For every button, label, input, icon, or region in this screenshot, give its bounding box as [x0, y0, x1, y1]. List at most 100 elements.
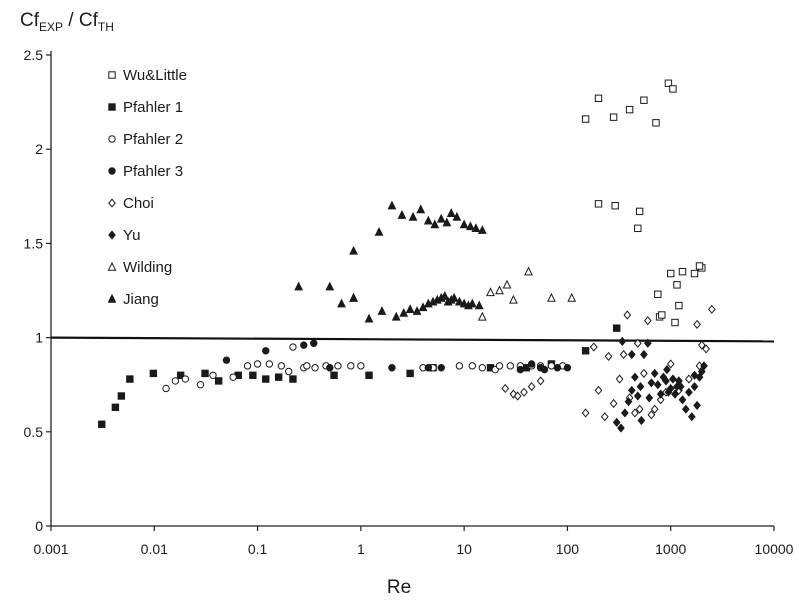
- data-point: [516, 365, 525, 374]
- data-point: [627, 349, 636, 360]
- data-point: [643, 316, 652, 326]
- data-point: [303, 362, 311, 370]
- data-point: [399, 307, 409, 317]
- data-point: [663, 365, 671, 375]
- data-point: [440, 291, 450, 300]
- data-point: [631, 408, 639, 418]
- x-tick-label: 10: [456, 541, 472, 557]
- data-point: [466, 221, 475, 231]
- data-point: [455, 296, 464, 306]
- legend-label: Wilding: [123, 259, 172, 276]
- data-point: [687, 412, 696, 422]
- data-point: [671, 318, 679, 327]
- data-point: [374, 226, 384, 236]
- series-pfahler-3: [222, 339, 572, 374]
- data-point: [468, 362, 477, 370]
- data-point: [594, 385, 603, 395]
- data-point: [423, 215, 433, 225]
- data-point: [406, 369, 414, 378]
- data-point: [635, 404, 644, 414]
- legend-marker: [108, 135, 116, 143]
- data-point: [581, 347, 590, 355]
- data-point: [98, 420, 106, 428]
- data-point: [547, 362, 556, 370]
- data-point: [509, 389, 518, 399]
- data-point: [618, 336, 627, 346]
- data-point: [377, 306, 387, 315]
- data-point: [459, 219, 469, 229]
- data-point: [640, 96, 648, 104]
- data-point: [477, 311, 487, 321]
- x-tick-label: 0.001: [33, 541, 68, 557]
- data-point: [700, 361, 708, 371]
- data-point: [650, 368, 659, 378]
- legend-item: Pfahler 3: [108, 163, 183, 180]
- data-point: [365, 371, 373, 379]
- data-point: [666, 383, 675, 394]
- data-point: [609, 398, 618, 409]
- data-point: [695, 262, 704, 270]
- data-point: [625, 105, 634, 114]
- series-pfahler-2: [162, 343, 567, 393]
- data-point: [702, 344, 710, 354]
- y-title-main: Cf: [20, 10, 39, 31]
- data-point: [222, 356, 231, 364]
- data-point: [416, 204, 426, 214]
- data-point: [262, 375, 270, 383]
- data-point: [326, 364, 334, 372]
- data-point: [171, 377, 180, 385]
- data-point: [349, 292, 358, 302]
- legend-item: Wu&Little: [108, 67, 187, 84]
- data-point: [647, 378, 656, 388]
- data-point: [277, 362, 286, 370]
- data-point: [650, 404, 659, 414]
- data-point: [581, 408, 590, 418]
- data-point: [527, 382, 536, 392]
- data-point: [229, 373, 237, 381]
- data-point: [636, 382, 645, 392]
- data-point: [357, 362, 365, 370]
- data-point: [653, 380, 662, 390]
- data-point: [652, 119, 660, 127]
- legend-label: Pfahler 3: [123, 163, 183, 180]
- data-point: [645, 393, 654, 403]
- legend-label: Pfahler 1: [123, 99, 183, 116]
- data-point: [594, 94, 603, 103]
- legend-marker: [108, 198, 116, 208]
- y-tick-label: 1.5: [24, 235, 44, 251]
- axes: 0 0.5 1 1.5 2 2.5 0.001 0.01 0.1 1 10 100 1000 10000: [24, 47, 794, 557]
- data-point: [600, 412, 609, 422]
- data-point: [349, 245, 358, 255]
- data-point: [442, 217, 452, 227]
- data-point: [330, 371, 338, 379]
- data-point: [693, 319, 701, 329]
- legend-marker: [108, 103, 116, 111]
- x-tick-label: 100: [556, 541, 580, 557]
- data-point: [623, 310, 632, 320]
- data-point: [310, 339, 318, 347]
- data-point: [685, 374, 693, 384]
- data-point: [513, 391, 522, 401]
- data-point: [563, 364, 572, 372]
- data-point: [633, 391, 642, 401]
- data-point: [502, 279, 512, 289]
- data-point: [397, 210, 407, 219]
- data-point: [624, 397, 633, 407]
- data-point: [201, 369, 209, 378]
- data-point: [621, 408, 629, 418]
- data-point: [262, 347, 270, 355]
- data-point: [181, 375, 190, 383]
- data-point: [337, 298, 346, 308]
- data-point: [243, 362, 252, 370]
- legend: Wu&Little Pfahler 1 Pfahler 2 Pfahler 3 Choi…: [107, 67, 187, 308]
- legend-label: Jiang: [123, 291, 159, 308]
- data-point: [675, 301, 683, 310]
- data-point: [669, 85, 677, 93]
- data-point: [408, 211, 418, 221]
- data-point: [486, 287, 495, 297]
- x-tick-label: 10000: [755, 541, 794, 557]
- data-point: [662, 376, 670, 386]
- data-point: [209, 371, 217, 379]
- data-point: [162, 384, 170, 393]
